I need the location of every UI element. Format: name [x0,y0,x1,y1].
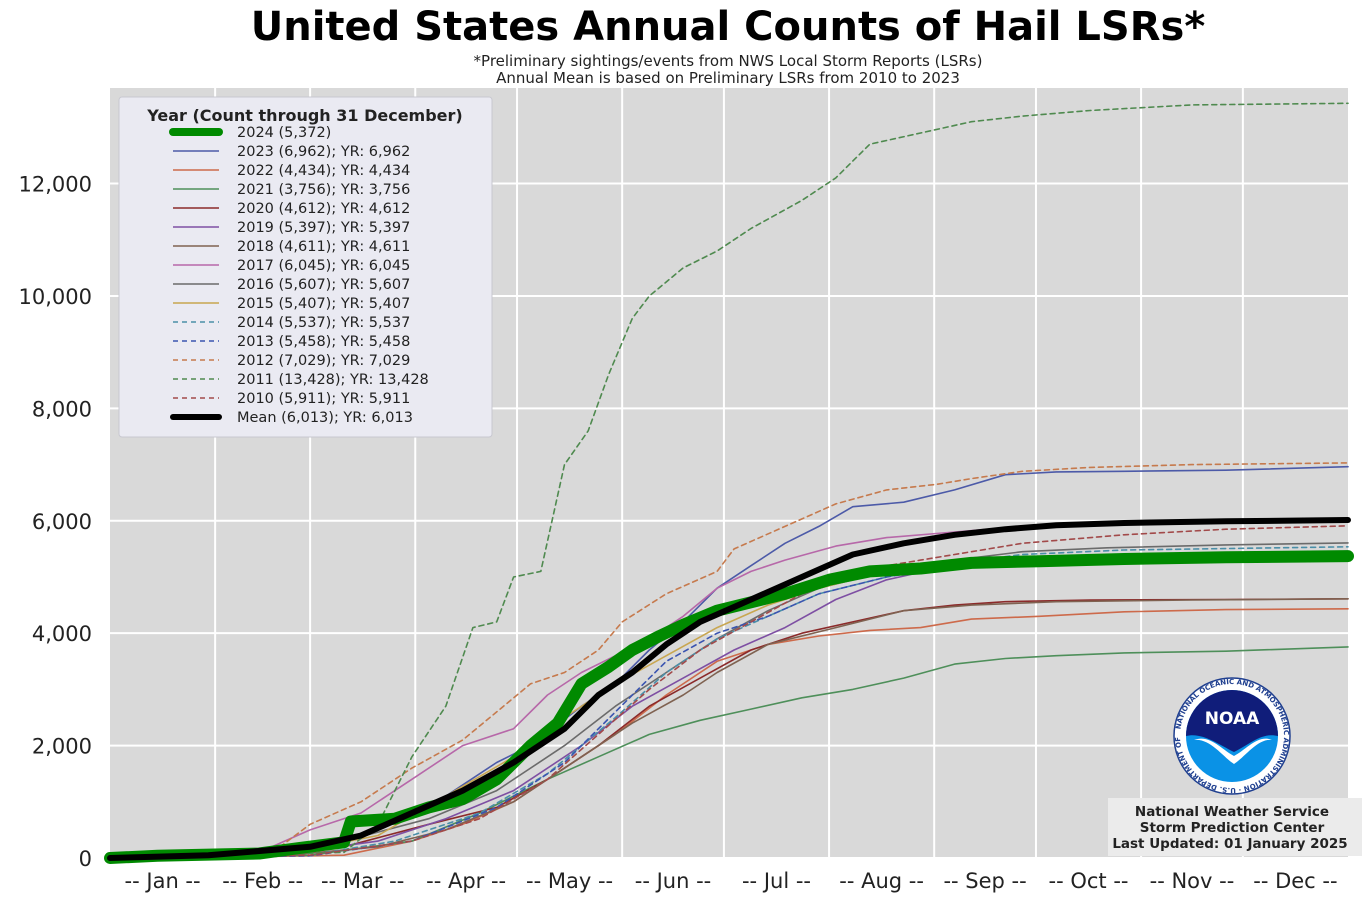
series-line [109,525,1349,859]
series-line [109,598,1349,859]
legend-label: 2018 (4,611); YR: 4,611 [237,239,410,255]
noaa-logo: NOAA NATIONAL OCEANIC AND ATMOSPHERIC AD… [1173,677,1291,795]
legend: Year (Count through 31 December) 2024 (5… [118,96,493,438]
legend-label: 2010 (5,911); YR: 5,911 [237,391,410,407]
y-tick-label: 4,000 [32,622,92,646]
legend-label: 2012 (7,029); YR: 7,029 [237,353,410,369]
legend-box [118,96,493,438]
x-tick-label: -- Nov -- [1150,869,1235,893]
legend-entries: 2024 (5,372) 2023 (6,962); YR: 6,962 2022 … [169,125,429,426]
series-line [109,598,1349,859]
legend-label: 2015 (5,407); YR: 5,407 [237,296,410,312]
x-tick-label: -- Aug -- [839,869,924,893]
y-tick-label: 6,000 [32,510,92,534]
credit-line1: National Weather Service [1135,804,1329,820]
x-tick-label: -- Oct -- [1049,869,1129,893]
x-tick-label: -- Jul -- [742,869,811,893]
x-tick-label: -- Jun -- [635,869,711,893]
y-axis-ticks: 0 2,000 4,000 6,000 8,000 10,000 12,000 [19,173,92,871]
x-tick-label: -- Sep -- [943,869,1026,893]
legend-label: 2024 (5,372) [237,125,331,141]
legend-label: Mean (6,013); YR: 6,013 [237,410,413,426]
legend-label: 2017 (6,045); YR: 6,045 [237,258,410,274]
legend-label: 2021 (3,756); YR: 3,756 [237,182,410,198]
x-tick-label: -- Jan -- [125,869,201,893]
legend-label: 2016 (5,607); YR: 5,607 [237,277,410,293]
y-tick-label: 0 [79,847,92,871]
legend-label: 2023 (6,962); YR: 6,962 [237,144,410,160]
series-line [104,550,1354,864]
credit-line3: Last Updated: 01 January 2025 [1112,836,1347,852]
credit-line2: Storm Prediction Center [1140,820,1325,836]
legend-label: 2014 (5,537); YR: 5,537 [237,315,410,331]
legend-label: 2020 (4,612); YR: 4,612 [237,201,410,217]
series-line [109,646,1349,859]
series-lines [104,102,1354,864]
y-tick-label: 2,000 [32,735,92,759]
x-axis-ticks: -- Jan -- -- Feb -- -- Mar -- -- Apr -- -- M… [125,869,1338,893]
legend-label: 2019 (5,397); YR: 5,397 [237,220,410,236]
y-tick-label: 10,000 [19,285,92,309]
chart-subtitle-line2: Annual Mean is based on Preliminary LSRs… [496,69,960,87]
legend-label: 2011 (13,428); YR: 13,428 [237,372,429,388]
credit-box [1108,798,1362,856]
x-tick-label: -- Apr -- [426,869,506,893]
chart-subtitle-line1: *Preliminary sightings/events from NWS L… [474,52,983,70]
series-line [109,102,1349,859]
y-tick-label: 8,000 [32,397,92,421]
y-tick-label: 12,000 [19,173,92,197]
x-tick-label: -- May -- [526,869,613,893]
chart-title: United States Annual Counts of Hail LSRs… [251,4,1206,50]
x-tick-label: -- Mar -- [321,869,404,893]
noaa-logo-text: NOAA [1205,709,1260,729]
legend-label: 2022 (4,434); YR: 4,434 [237,163,410,179]
series-line [107,517,1351,861]
x-tick-label: -- Feb -- [222,869,303,893]
legend-title: Year (Count through 31 December) [146,106,462,125]
legend-label: 2013 (5,458); YR: 5,458 [237,334,410,350]
x-tick-label: -- Dec -- [1253,869,1337,893]
series-line [109,550,1349,859]
noaa-logo-navy-top [1186,690,1278,752]
noaa-logo-bird-icon [1194,738,1272,764]
